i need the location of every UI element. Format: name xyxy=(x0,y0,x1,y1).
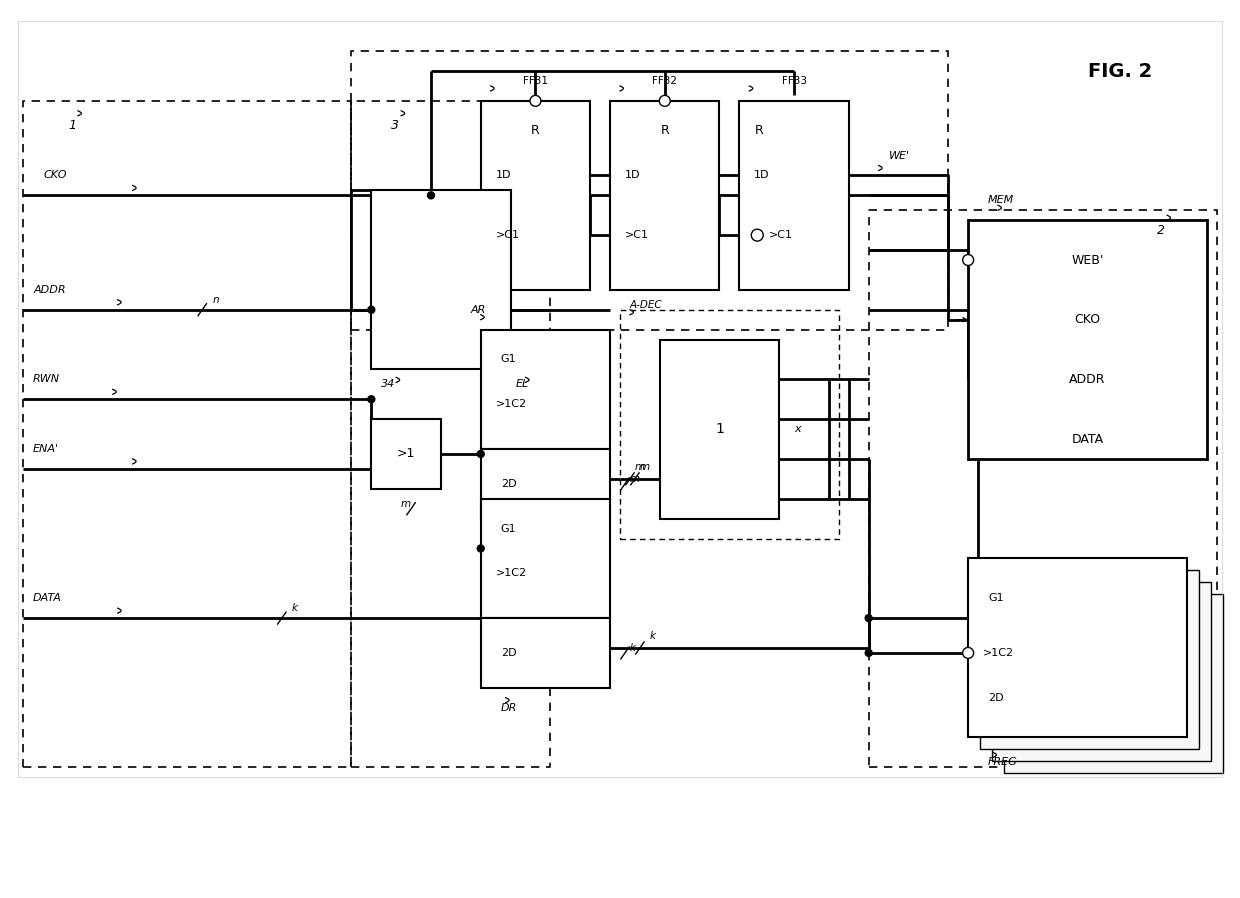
Bar xyxy=(481,330,610,449)
Text: A-DEC: A-DEC xyxy=(630,300,662,310)
Bar xyxy=(660,339,779,519)
Text: FIG. 2: FIG. 2 xyxy=(1087,62,1152,81)
Text: RWN: RWN xyxy=(33,374,61,384)
Text: CKO: CKO xyxy=(1074,313,1101,326)
Text: G1: G1 xyxy=(501,355,516,365)
Text: 1D: 1D xyxy=(496,171,511,180)
Text: WEB': WEB' xyxy=(1071,253,1104,267)
Bar xyxy=(739,101,848,290)
Text: 1: 1 xyxy=(68,119,76,132)
Circle shape xyxy=(477,545,485,552)
Circle shape xyxy=(751,229,764,241)
Text: DR: DR xyxy=(501,702,517,713)
Text: R: R xyxy=(661,124,670,137)
Circle shape xyxy=(962,647,973,658)
Text: x: x xyxy=(794,424,801,434)
Text: R: R xyxy=(531,124,539,137)
Text: FF33: FF33 xyxy=(781,76,806,86)
Text: ADDR: ADDR xyxy=(33,285,66,295)
Text: MEM: MEM xyxy=(988,196,1014,206)
Text: 2D: 2D xyxy=(988,692,1003,702)
Text: G1: G1 xyxy=(501,524,516,533)
Text: FF32: FF32 xyxy=(652,76,677,86)
Text: m: m xyxy=(401,498,412,508)
Text: >1: >1 xyxy=(397,447,415,461)
Text: R: R xyxy=(754,124,763,137)
Text: k: k xyxy=(630,643,636,653)
Text: >1C2: >1C2 xyxy=(496,568,527,578)
Text: CKO: CKO xyxy=(43,171,67,180)
Bar xyxy=(481,498,610,618)
Bar xyxy=(19,22,1221,778)
Text: 2D: 2D xyxy=(501,479,516,489)
Text: FF31: FF31 xyxy=(523,76,548,86)
Circle shape xyxy=(866,649,872,656)
Text: EL: EL xyxy=(516,379,528,390)
Text: 2D: 2D xyxy=(501,648,516,658)
Text: >C1: >C1 xyxy=(496,230,520,240)
Circle shape xyxy=(866,614,872,621)
Circle shape xyxy=(660,95,671,106)
Bar xyxy=(481,449,610,519)
Bar xyxy=(481,101,590,290)
Text: >C1: >C1 xyxy=(625,230,649,240)
Text: 2: 2 xyxy=(1157,224,1166,237)
Text: FREG: FREG xyxy=(988,757,1018,767)
Text: n: n xyxy=(212,295,218,304)
Text: k: k xyxy=(291,603,298,613)
Text: DATA: DATA xyxy=(33,594,62,603)
Text: k: k xyxy=(650,631,656,641)
Text: 1D: 1D xyxy=(754,171,770,180)
Bar xyxy=(371,190,511,369)
Bar xyxy=(371,419,441,489)
Circle shape xyxy=(962,254,973,266)
Text: ADDR: ADDR xyxy=(1069,373,1106,386)
Text: WE': WE' xyxy=(889,151,910,161)
Text: DATA: DATA xyxy=(1071,433,1104,445)
Text: m: m xyxy=(630,474,640,484)
Bar xyxy=(610,101,719,290)
Text: >1C2: >1C2 xyxy=(496,400,527,409)
Text: >C1: >C1 xyxy=(769,230,794,240)
Bar xyxy=(992,582,1210,762)
Text: 1D: 1D xyxy=(625,171,641,180)
Text: ENA': ENA' xyxy=(33,444,60,454)
Bar xyxy=(980,570,1199,750)
Text: m: m xyxy=(640,462,650,472)
Text: 3: 3 xyxy=(392,119,399,132)
Circle shape xyxy=(368,396,374,402)
Bar xyxy=(1004,594,1223,773)
Text: AR: AR xyxy=(471,304,486,314)
Text: >1C2: >1C2 xyxy=(983,648,1014,658)
Bar xyxy=(481,618,610,688)
Text: G1: G1 xyxy=(988,594,1003,603)
Circle shape xyxy=(368,306,374,313)
Circle shape xyxy=(529,95,541,106)
Text: 1: 1 xyxy=(715,422,724,436)
Bar xyxy=(968,220,1207,459)
Circle shape xyxy=(428,192,434,198)
Circle shape xyxy=(477,451,485,457)
Text: 34: 34 xyxy=(381,379,396,390)
Text: m: m xyxy=(635,462,645,472)
Bar xyxy=(968,559,1187,737)
